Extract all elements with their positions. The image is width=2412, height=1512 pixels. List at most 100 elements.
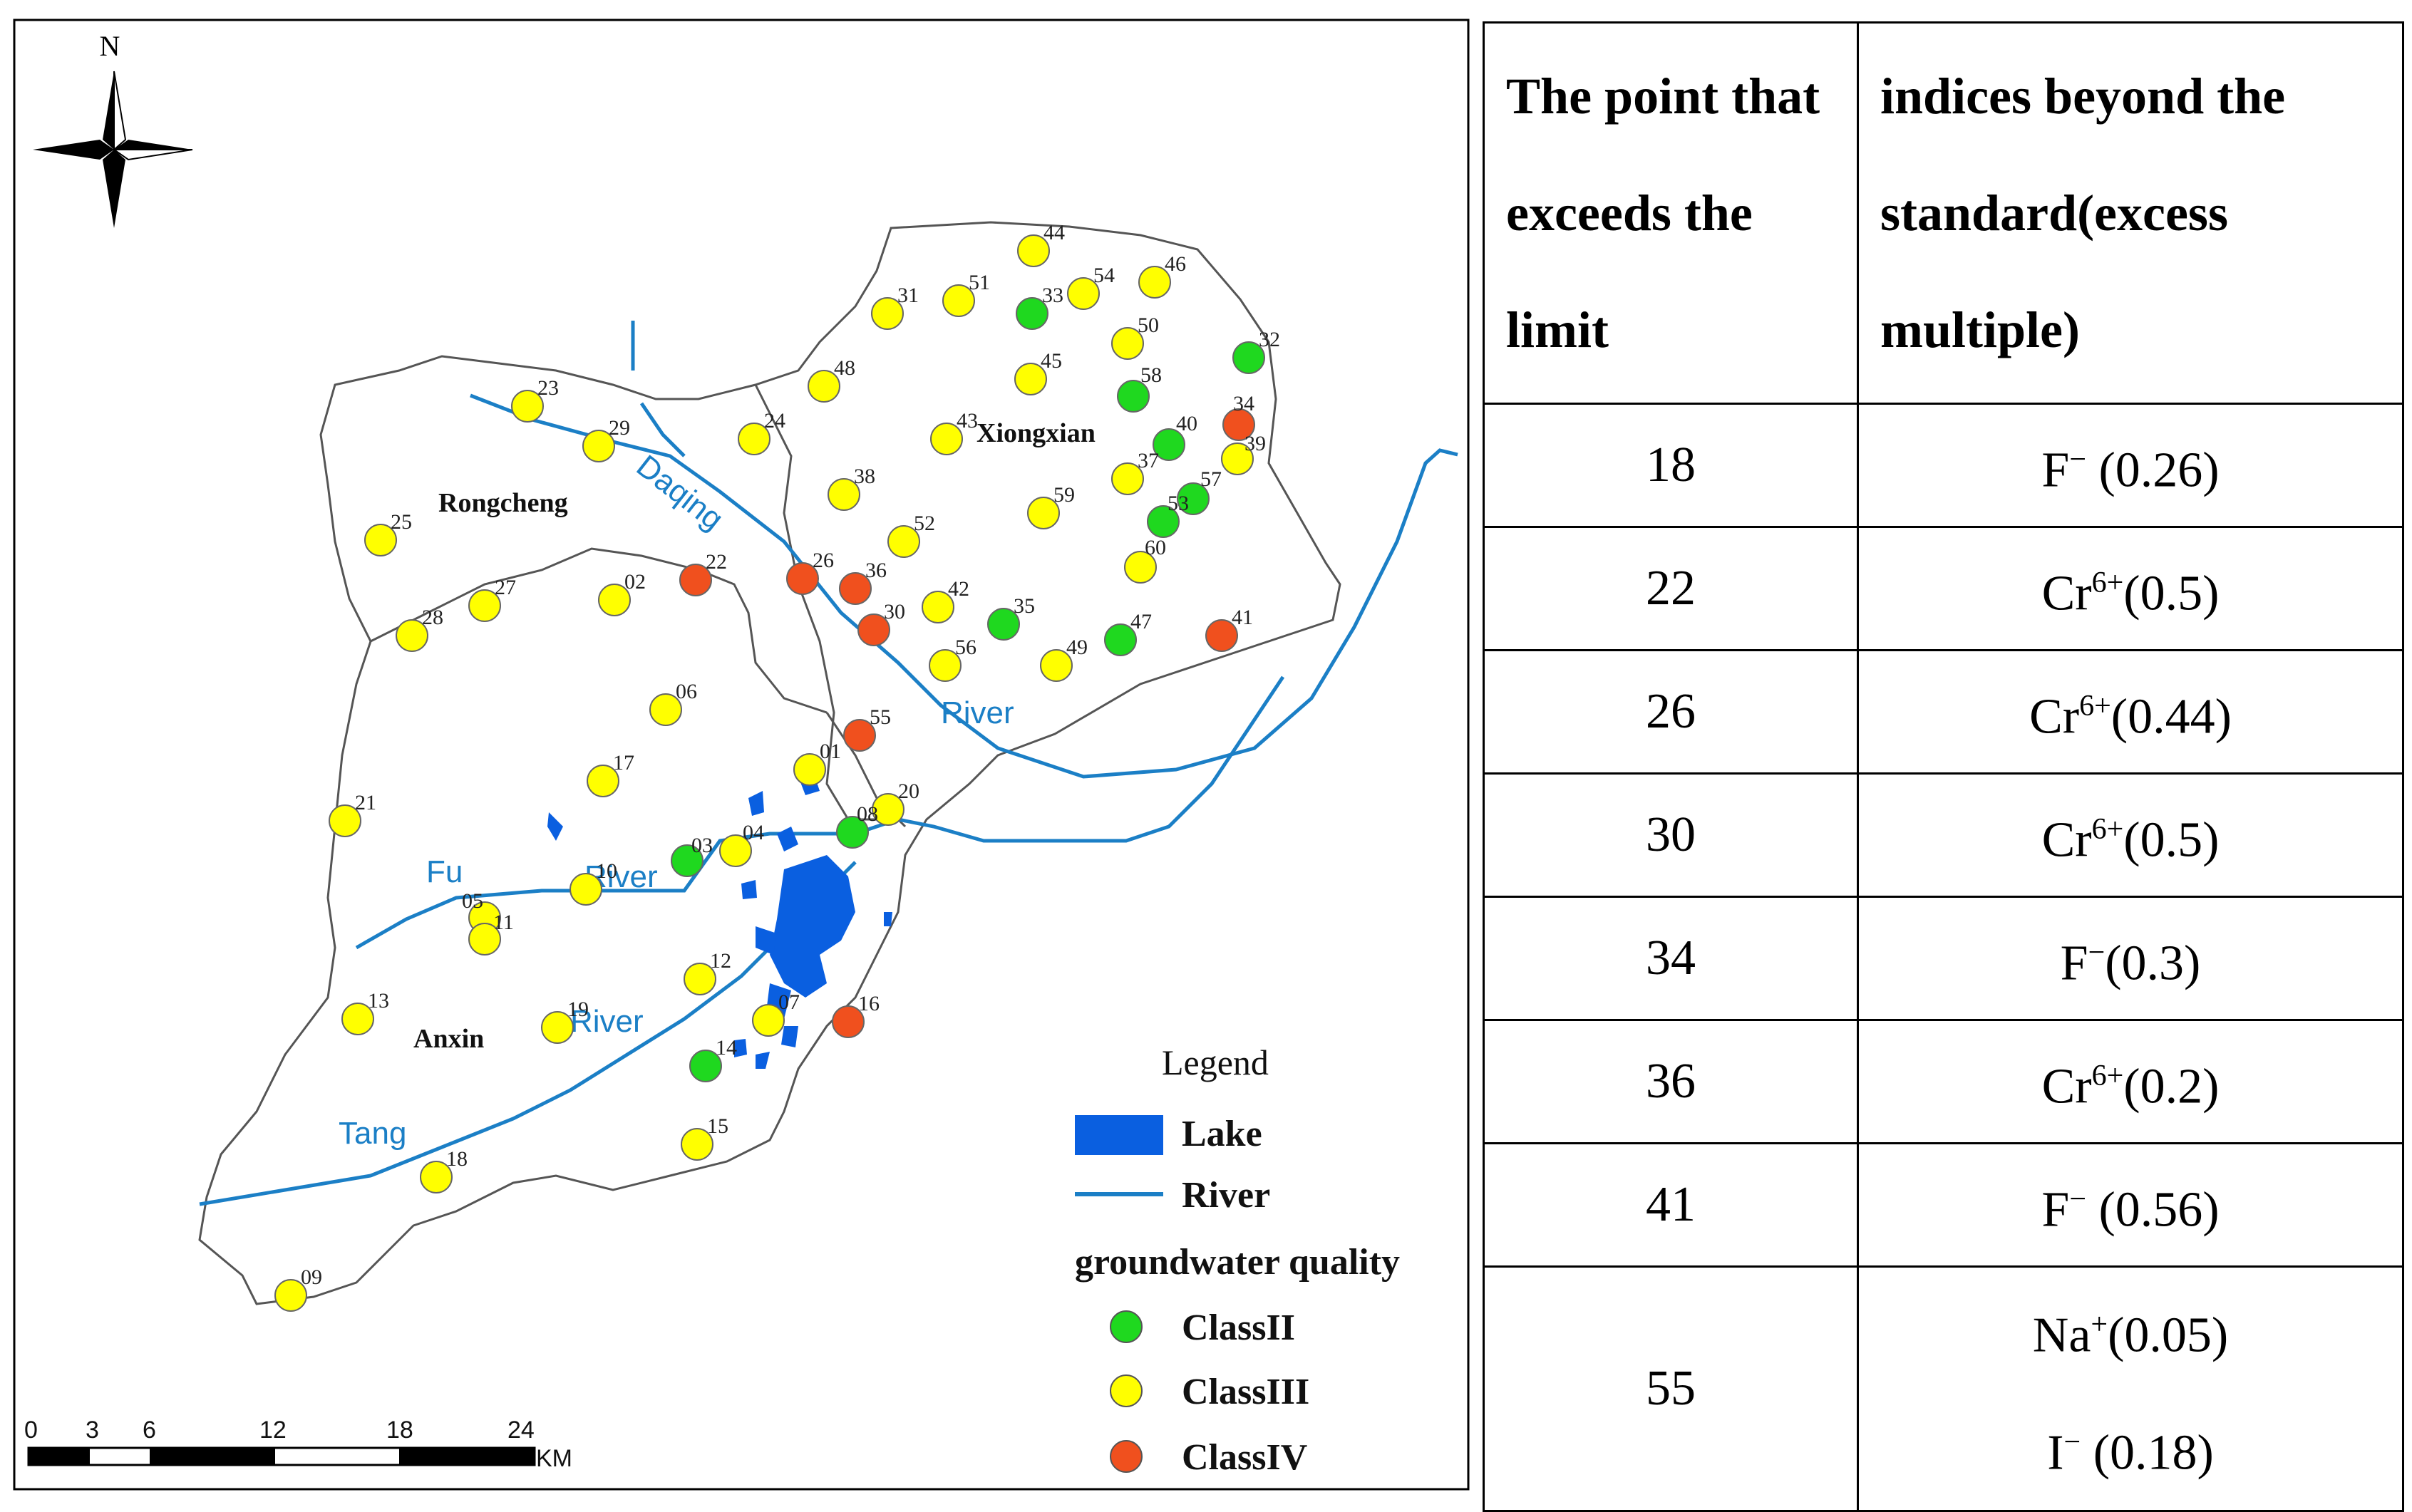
sampling-point-56 [929, 649, 962, 682]
sampling-point-02 [598, 584, 631, 616]
sampling-point-label-10: 10 [596, 859, 617, 883]
river-label-fu: Fu [426, 854, 463, 889]
river-label-river3: River [570, 1004, 644, 1039]
sampling-point-25 [364, 524, 397, 556]
scale-unit: KM [536, 1445, 572, 1472]
xiongxian-boundary [754, 384, 898, 821]
sampling-point-label-46: 46 [1165, 252, 1186, 276]
ion-value: Cr6+(0.5) [1859, 776, 2402, 894]
sampling-point-label-37: 37 [1138, 449, 1159, 472]
sampling-point-13 [341, 1003, 374, 1035]
scale-tick-18: 18 [386, 1417, 413, 1444]
daqing-river [470, 393, 1458, 779]
sampling-point-label-43: 43 [957, 409, 978, 433]
sampling-point-label-56: 56 [955, 636, 976, 659]
sampling-point-label-12: 12 [710, 949, 731, 973]
ion-symbol: Cr [2041, 1059, 2092, 1114]
sampling-point-22 [679, 564, 712, 596]
sampling-point-label-45: 45 [1041, 349, 1062, 373]
map-frame [13, 19, 1470, 1491]
sampling-point-16 [832, 1005, 865, 1038]
legend-class4-label: ClassIV [1182, 1437, 1307, 1478]
sampling-point-28 [396, 619, 428, 652]
sampling-point-01 [793, 753, 826, 786]
sampling-point-07 [752, 1004, 785, 1037]
sampling-point-55 [843, 719, 876, 752]
sampling-point-label-52: 52 [914, 512, 935, 535]
sampling-point-label-54: 54 [1093, 264, 1115, 287]
table-row: 34 F−(0.3) [1483, 896, 2404, 1021]
sampling-point-37 [1111, 462, 1144, 495]
river-label-river1: River [941, 695, 1014, 730]
sampling-point-59 [1027, 497, 1060, 529]
ion-symbol: F [2041, 442, 2070, 498]
sampling-point-03 [671, 844, 704, 877]
scale-tick-3: 3 [86, 1417, 99, 1444]
sampling-point-label-27: 27 [495, 576, 516, 599]
sampling-point-52 [887, 525, 920, 558]
scale-tick-12: 12 [259, 1417, 287, 1444]
sampling-point-label-05: 05 [462, 889, 483, 913]
header-indices: indices beyond the standard(excess multi… [1857, 21, 2404, 405]
table-row: 18 F− (0.26) [1483, 403, 2404, 528]
sampling-point-label-01: 01 [820, 740, 841, 763]
header-point: The point that exceeds the limit [1483, 21, 1859, 405]
sampling-point-18 [420, 1161, 453, 1193]
sampling-point-label-03: 03 [691, 834, 713, 857]
table-row: 41 F− (0.56) [1483, 1142, 2404, 1268]
sampling-point-label-24: 24 [764, 409, 785, 433]
scale-tick-24: 24 [507, 1417, 535, 1444]
ion-charge: 6+ [2091, 1060, 2124, 1093]
sampling-point-29 [582, 430, 615, 462]
sampling-point-24 [738, 423, 770, 455]
sampling-point-41 [1205, 619, 1238, 652]
outer-boundary [198, 221, 1341, 1305]
north-label: N [100, 30, 120, 62]
ion-symbol: Cr [2041, 566, 2092, 621]
table-row: 26 Cr6+(0.44) [1483, 649, 2404, 775]
excess-multiple: (0.5) [2123, 566, 2220, 621]
ion-symbol: Na [2032, 1308, 2091, 1362]
sampling-point-20 [872, 793, 904, 826]
point-cell: 18 [1483, 403, 1859, 528]
ion-charge: + [2091, 1308, 2108, 1341]
sampling-point-label-44: 44 [1043, 221, 1065, 244]
legend-river-label: River [1182, 1175, 1270, 1216]
ion-value: Na+(0.05) [1859, 1271, 2402, 1389]
legend: Legend Lake River groundwater quality Cl… [1075, 1042, 1400, 1478]
sampling-point-45 [1014, 363, 1047, 395]
table-header-row: The point that exceeds the limit indices… [1483, 21, 2404, 405]
sampling-point-54 [1067, 277, 1100, 310]
indices-cell: F−(0.3) [1857, 896, 2404, 1021]
sampling-point-48 [808, 370, 840, 403]
sampling-point-39 [1221, 442, 1254, 475]
ion-charge: − [2063, 1426, 2081, 1459]
excess-multiple: (0.26) [2086, 442, 2220, 498]
town-label-anxin: Anxin [413, 1024, 484, 1054]
sampling-point-label-31: 31 [897, 284, 919, 307]
sampling-point-23 [511, 390, 544, 423]
sampling-point-label-32: 32 [1259, 328, 1280, 351]
ion-value: Cr6+(0.44) [1859, 653, 2402, 770]
sampling-point-label-58: 58 [1140, 363, 1162, 387]
sampling-point-label-15: 15 [707, 1114, 728, 1138]
exceedance-table: The point that exceeds the limit indices… [1483, 21, 2404, 1512]
legend-class2-label: ClassII [1182, 1308, 1295, 1348]
ion-value: Cr6+(0.2) [1859, 1022, 2402, 1140]
legend-gw-title: groundwater quality [1075, 1242, 1400, 1283]
daqing-source [639, 402, 686, 457]
ion-symbol: F [2060, 936, 2088, 991]
ion-symbol: F [2041, 1182, 2070, 1238]
sampling-point-label-34: 34 [1233, 392, 1254, 415]
point-cell: 36 [1483, 1019, 1859, 1144]
sampling-point-12 [684, 963, 716, 995]
map-canvas: N Rongcheng Xiongxian [13, 19, 1470, 1491]
sampling-point-label-11: 11 [493, 911, 514, 934]
exceedance-table-panel: The point that exceeds the limit indices… [1483, 21, 2404, 1512]
sampling-point-label-36: 36 [865, 559, 887, 582]
sampling-point-label-22: 22 [706, 550, 727, 574]
sampling-point-47 [1104, 623, 1137, 656]
sampling-point-40 [1153, 428, 1185, 461]
sampling-point-19 [541, 1011, 574, 1044]
scale-bar: 0 3 6 12 18 24 KM [24, 1417, 572, 1472]
